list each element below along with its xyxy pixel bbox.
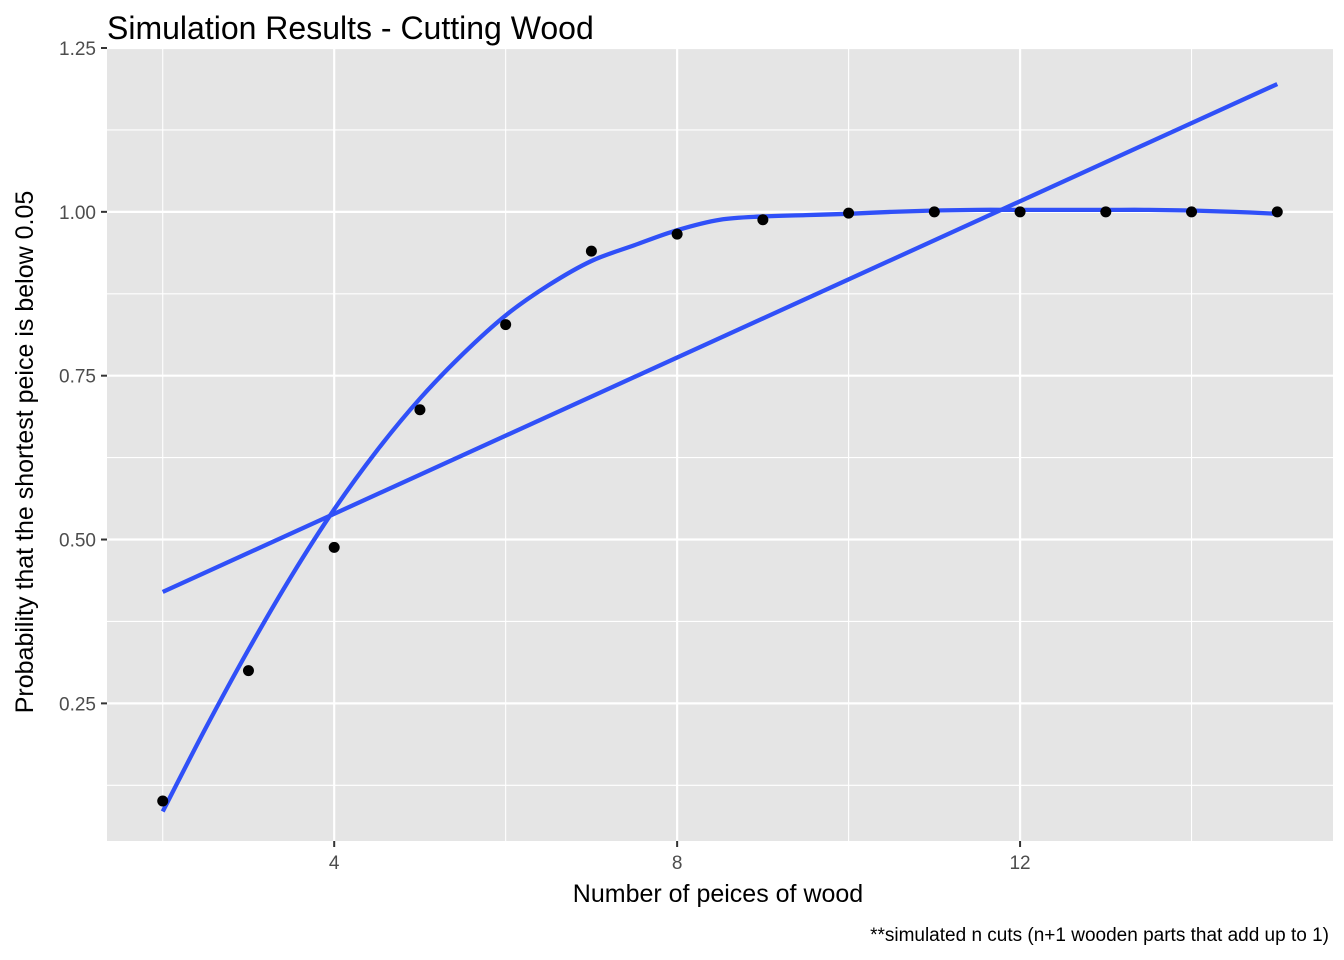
data-point [1186,206,1198,218]
data-point [1014,206,1026,218]
y-axis: 0.25 0.50 0.75 1.00 1.25 [59,39,107,715]
x-tick-label: 8 [672,853,683,874]
chart-title: Simulation Results - Cutting Wood [107,10,594,46]
data-point [843,207,855,219]
points-layer [157,206,1283,807]
data-point [1271,206,1283,218]
x-axis-title: Number of peices of wood [573,880,863,908]
x-tick-label: 4 [329,853,340,874]
y-tick-label: 0.75 [59,367,96,388]
x-axis: 4 8 12 [329,841,1031,874]
series-layer [160,82,1279,813]
grid-major [107,46,1333,841]
y-tick-label: 1.25 [59,39,96,60]
data-point [328,541,340,553]
fit-line-linear [161,82,1279,594]
data-point [585,245,597,257]
y-axis-title: Probability that the shortest peice is b… [11,191,39,714]
data-point [242,665,254,677]
data-point [928,206,940,218]
y-tick-label: 1.00 [59,203,96,224]
grid-minor [107,48,1333,841]
plot-panel [107,48,1333,841]
data-point [414,404,426,416]
y-tick-label: 0.25 [59,694,96,715]
x-tick-label: 12 [1009,853,1030,874]
data-point [671,228,683,240]
data-point [757,214,769,226]
caption: **simulated n cuts (n+1 wooden parts tha… [870,925,1329,946]
data-point [500,319,512,331]
y-tick-label: 0.50 [59,531,96,552]
data-point [157,795,169,807]
data-point [1100,206,1112,218]
